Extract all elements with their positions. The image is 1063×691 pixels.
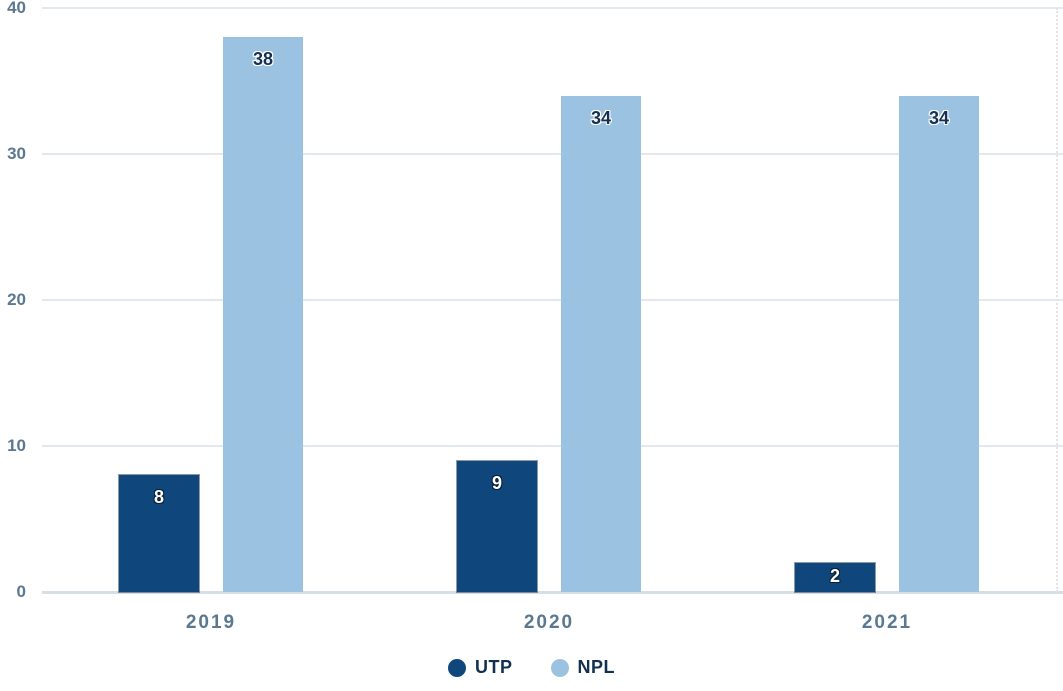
y-axis-tick-label: 40 [7, 0, 26, 17]
bar-value-label: 8 [153, 487, 164, 508]
bar-value-label: 34 [590, 107, 612, 128]
legend: UTP NPL [0, 657, 1063, 678]
bar-npl-2020[interactable]: 34 [561, 95, 641, 592]
bar-value-label: 38 [252, 49, 274, 70]
plot-right-border [1056, 8, 1058, 592]
bar-utp-2021[interactable]: 2 [795, 562, 875, 592]
x-axis-label: 2020 [523, 612, 575, 633]
y-axis-tick-label: 30 [7, 144, 26, 163]
legend-item-npl[interactable]: NPL [550, 657, 616, 678]
plot-area: 0 10 20 30 40 2019 8 38 2020 9 34 2021 2 34 [7, 0, 1063, 633]
legend-swatch-utp-icon [448, 658, 466, 677]
legend-label-utp: UTP [475, 657, 513, 677]
bar-npl-2019[interactable]: 38 [223, 37, 303, 592]
x-axis-label: 2019 [185, 612, 237, 633]
legend-item-utp[interactable]: UTP [448, 657, 513, 678]
bar-value-label: 2 [829, 565, 840, 586]
bar-value-label: 9 [491, 472, 502, 493]
x-axis-label: 2021 [861, 612, 913, 633]
gridline [42, 445, 1063, 447]
y-axis-tick-label: 20 [7, 290, 26, 309]
bar-utp-2019[interactable]: 8 [119, 475, 199, 592]
legend-label-npl: NPL [577, 657, 615, 677]
gridline [42, 153, 1063, 155]
bar-value-label: 34 [928, 107, 950, 128]
y-axis-tick-label: 10 [7, 436, 26, 455]
legend-swatch-npl-icon [550, 658, 569, 677]
gridline [42, 7, 1063, 9]
y-axis-tick-label: 0 [16, 582, 26, 601]
x-axis-line [42, 591, 1063, 594]
gridline [42, 299, 1063, 301]
bar-npl-2021[interactable]: 34 [899, 95, 979, 592]
bar-utp-2020[interactable]: 9 [457, 460, 537, 592]
